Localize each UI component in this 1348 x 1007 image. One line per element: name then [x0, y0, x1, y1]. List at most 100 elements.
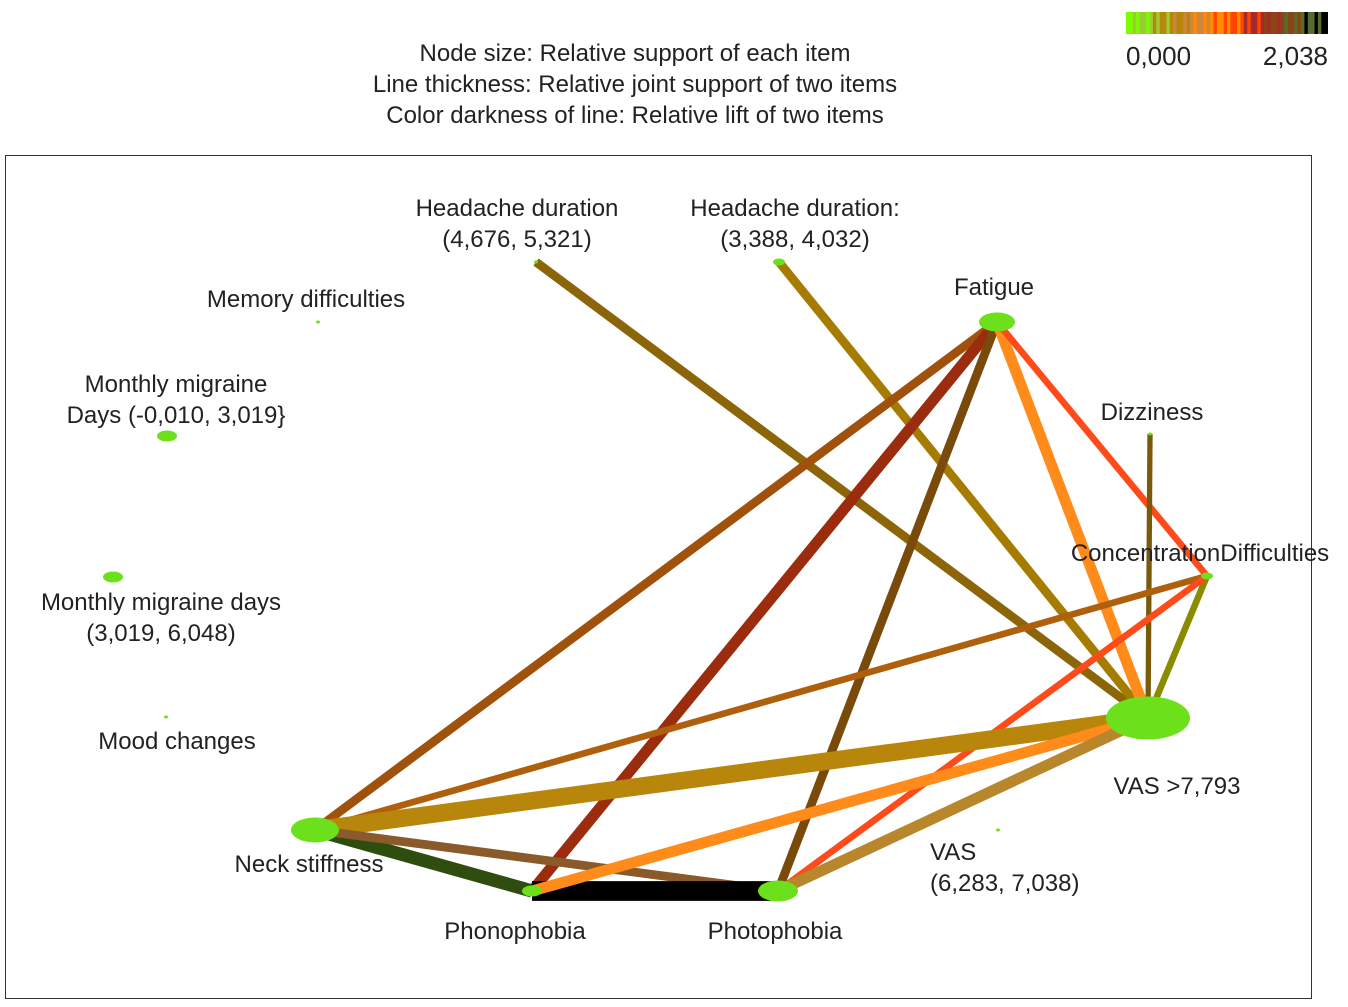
legend-color-swatch — [1257, 12, 1261, 34]
label-phono: Phonophobia — [444, 918, 586, 945]
label-photo: Photophobia — [708, 918, 843, 945]
edge-phono-vas_high — [530, 712, 1150, 897]
edge-layer — [312, 258, 1211, 901]
label-mood: Mood changes — [98, 728, 255, 755]
caption-line-thickness: Line thickness: Relative joint support o… — [372, 71, 898, 98]
legend-color-swatch — [1166, 12, 1171, 34]
color-legend: 0,000 2,038 — [1126, 12, 1329, 71]
legend-color-swatch — [1270, 12, 1275, 34]
legend-color-swatch — [1149, 12, 1154, 34]
legend-color-swatch — [1186, 12, 1191, 34]
legend-color-swatch — [1243, 12, 1248, 34]
edge-concentration-neck — [314, 572, 1208, 834]
legend-color-swatch — [1146, 12, 1150, 34]
legend-color-swatch — [1179, 12, 1184, 34]
legend-color-swatch — [1193, 12, 1197, 34]
edge-neck-phono — [313, 823, 534, 898]
legend-color-swatch — [1294, 12, 1298, 34]
label-fatigue: Fatigue — [954, 274, 1034, 301]
legend-color-swatch — [1159, 12, 1164, 34]
legend-color-swatch — [1210, 12, 1214, 34]
legend-color-swatch — [1247, 12, 1251, 34]
legend-color-swatch — [1324, 12, 1329, 34]
label-memory: Memory difficulties — [207, 286, 405, 313]
edge-fatigue-concentration — [994, 319, 1210, 579]
legend-color-swatch — [1169, 12, 1174, 34]
legend-color-swatch — [1321, 12, 1325, 34]
legend-color-swatch — [1304, 12, 1309, 34]
legend-color-swatch — [1152, 12, 1157, 34]
legend-color-swatch — [1216, 12, 1221, 34]
legend-color-swatch — [1183, 12, 1187, 34]
legend-color-swatch — [1156, 12, 1160, 34]
legend-color-swatch — [1307, 12, 1312, 34]
node-mmd_low — [157, 430, 177, 442]
label-vas_high: VAS >7,793 — [1114, 773, 1241, 800]
caption-node-size: Node size: Relative support of each item — [419, 40, 851, 67]
legend-color-swatch — [1240, 12, 1245, 34]
legend-color-swatch — [1301, 12, 1305, 34]
legend-color-swatch — [1314, 12, 1319, 34]
legend-color-swatch — [1200, 12, 1204, 34]
node-fatigue — [979, 312, 1015, 332]
node-memory — [316, 320, 320, 324]
legend-color-swatch — [1297, 12, 1302, 34]
legend-color-swatch — [1126, 12, 1130, 34]
legend-min-label: 0,000 — [1126, 41, 1192, 71]
node-photo — [758, 880, 798, 902]
legend-color-swatch — [1287, 12, 1292, 34]
legend-color-swatch — [1223, 12, 1228, 34]
legend-color-swatch — [1142, 12, 1147, 34]
legend-color-swatch — [1253, 12, 1258, 34]
edge-fatigue-vas_high — [991, 320, 1154, 720]
legend-color-swatch — [1196, 12, 1201, 34]
node-headache_4676 — [534, 260, 538, 264]
label-headache_4676: Headache duration (4,676, 5,321) — [416, 195, 619, 253]
legend-color-swatch — [1260, 12, 1265, 34]
legend-color-swatch — [1284, 12, 1288, 34]
label-mmd_low: Monthly migraine Days (-0,010, 3,019} — [67, 371, 286, 429]
legend-color-swatch — [1213, 12, 1218, 34]
legend-color-bar — [1126, 12, 1329, 34]
label-neck: Neck stiffness — [235, 851, 384, 878]
legend-color-swatch — [1264, 12, 1268, 34]
legend-max-label: 2,038 — [1262, 41, 1328, 71]
caption-color-darkness: Color darkness of line: Relative lift of… — [386, 102, 884, 129]
label-mmd_mid: Monthly migraine days (3,019, 6,048) — [41, 589, 281, 647]
chart-caption: Node size: Relative support of each item… — [300, 38, 970, 131]
legend-color-swatch — [1206, 12, 1211, 34]
node-vas_mid — [996, 828, 1000, 832]
legend-color-swatch — [1250, 12, 1255, 34]
legend-color-swatch — [1136, 12, 1140, 34]
legend-color-swatch — [1176, 12, 1181, 34]
legend-color-swatch — [1290, 12, 1295, 34]
legend-color-swatch — [1274, 12, 1278, 34]
legend-color-swatch — [1311, 12, 1315, 34]
label-headache_3388: Headache duration: (3,388, 4,032) — [690, 195, 899, 253]
node-phono — [522, 885, 542, 897]
label-layer: Headache duration (4,676, 5,321) Headache … — [41, 195, 1329, 945]
legend-color-swatch — [1132, 12, 1137, 34]
node-headache_3388 — [773, 258, 785, 266]
legend-color-swatch — [1163, 12, 1167, 34]
graph-frame — [5, 155, 1312, 999]
edge-concentration-vas_high — [1144, 574, 1211, 720]
edge-fatigue-photo — [773, 320, 1002, 893]
node-concentration — [1201, 572, 1213, 580]
node-vas_high — [1106, 696, 1190, 740]
label-dizziness: Dizziness — [1101, 399, 1204, 426]
node-dizziness — [1148, 432, 1152, 436]
edge-photo-vas_high — [775, 713, 1151, 896]
edge-neck-vas_high — [313, 709, 1150, 839]
legend-color-swatch — [1227, 12, 1231, 34]
edge-dizziness-vas_high — [1145, 433, 1153, 719]
node-mood — [164, 715, 168, 719]
legend-color-swatch — [1230, 12, 1235, 34]
node-neck — [291, 817, 339, 843]
legend-color-swatch — [1280, 12, 1285, 34]
legend-color-swatch — [1129, 12, 1134, 34]
legend-color-swatch — [1139, 12, 1144, 34]
node-mmd_mid — [103, 571, 123, 583]
legend-color-swatch — [1203, 12, 1208, 34]
